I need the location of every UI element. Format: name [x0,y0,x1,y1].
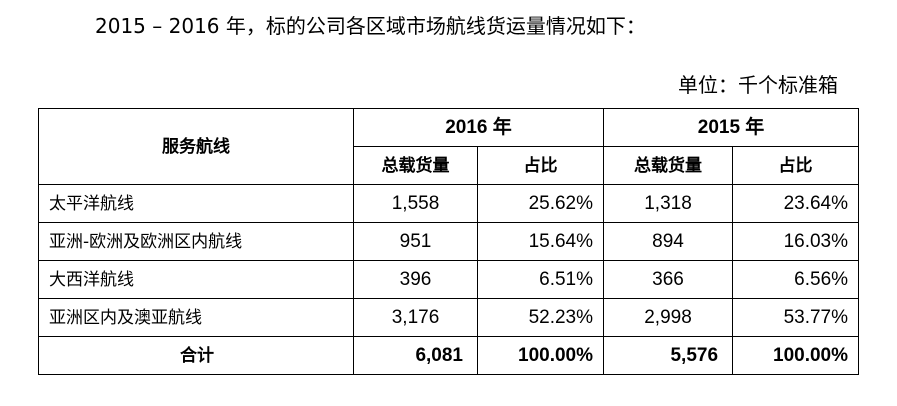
total-row: 合计 6,081 100.00% 5,576 100.00% [38,336,860,375]
share-2015: 53.77% [732,298,860,337]
volume-header-2015: 总载货量 [603,146,734,185]
table-row: 亚洲-欧洲及欧洲区内航线 951 15.64% 894 16.03% [38,222,860,261]
volume-2016: 951 [353,222,478,261]
share-2015: 23.64% [732,184,860,223]
share-2016: 25.62% [476,184,605,223]
share-header-2016: 占比 [476,146,605,185]
route-volume-table: 服务航线 2016 年 2015 年 总载货量 占比 总载货量 占比 太平洋航线… [38,108,860,375]
volume-2015: 1,318 [603,184,734,223]
share-header-2015: 占比 [732,146,860,185]
route-name: 亚洲区内及澳亚航线 [38,298,354,337]
volume-2015: 894 [603,222,734,261]
share-2016: 6.51% [476,260,605,299]
volume-2015: 2,998 [603,298,734,337]
unit-label: 单位：千个标准箱 [678,73,838,97]
share-2015: 6.56% [732,260,860,299]
year-header-2015: 2015 年 [603,108,860,147]
volume-header-2016: 总载货量 [353,146,478,185]
total-volume-2015: 5,576 [603,336,734,375]
volume-2015: 366 [603,260,734,299]
year-header-2016: 2016 年 [352,108,605,147]
total-label: 合计 [38,336,354,375]
route-header: 服务航线 [38,108,354,185]
share-2016: 15.64% [476,222,605,261]
volume-2016: 3,176 [353,298,478,337]
header-row-years: 服务航线 2016 年 2015 年 [38,108,860,185]
table-row: 太平洋航线 1,558 25.62% 1,318 23.64% [38,184,860,223]
total-share-2016: 100.00% [476,336,605,375]
table-row: 大西洋航线 396 6.51% 366 6.56% [38,260,860,299]
total-volume-2016: 6,081 [353,336,478,375]
route-name: 亚洲-欧洲及欧洲区内航线 [38,222,354,261]
share-2015: 16.03% [732,222,860,261]
table-row: 亚洲区内及澳亚航线 3,176 52.23% 2,998 53.77% [38,298,860,337]
volume-2016: 396 [353,260,478,299]
intro-text: 2015 – 2016 年，标的公司各区域市场航线货运量情况如下： [95,14,646,38]
header-row-metrics: 总载货量 占比 总载货量 占比 [39,146,860,185]
volume-2016: 1,558 [353,184,478,223]
route-name: 大西洋航线 [38,260,354,299]
share-2016: 52.23% [476,298,605,337]
route-name: 太平洋航线 [38,184,354,223]
total-share-2015: 100.00% [732,336,860,375]
